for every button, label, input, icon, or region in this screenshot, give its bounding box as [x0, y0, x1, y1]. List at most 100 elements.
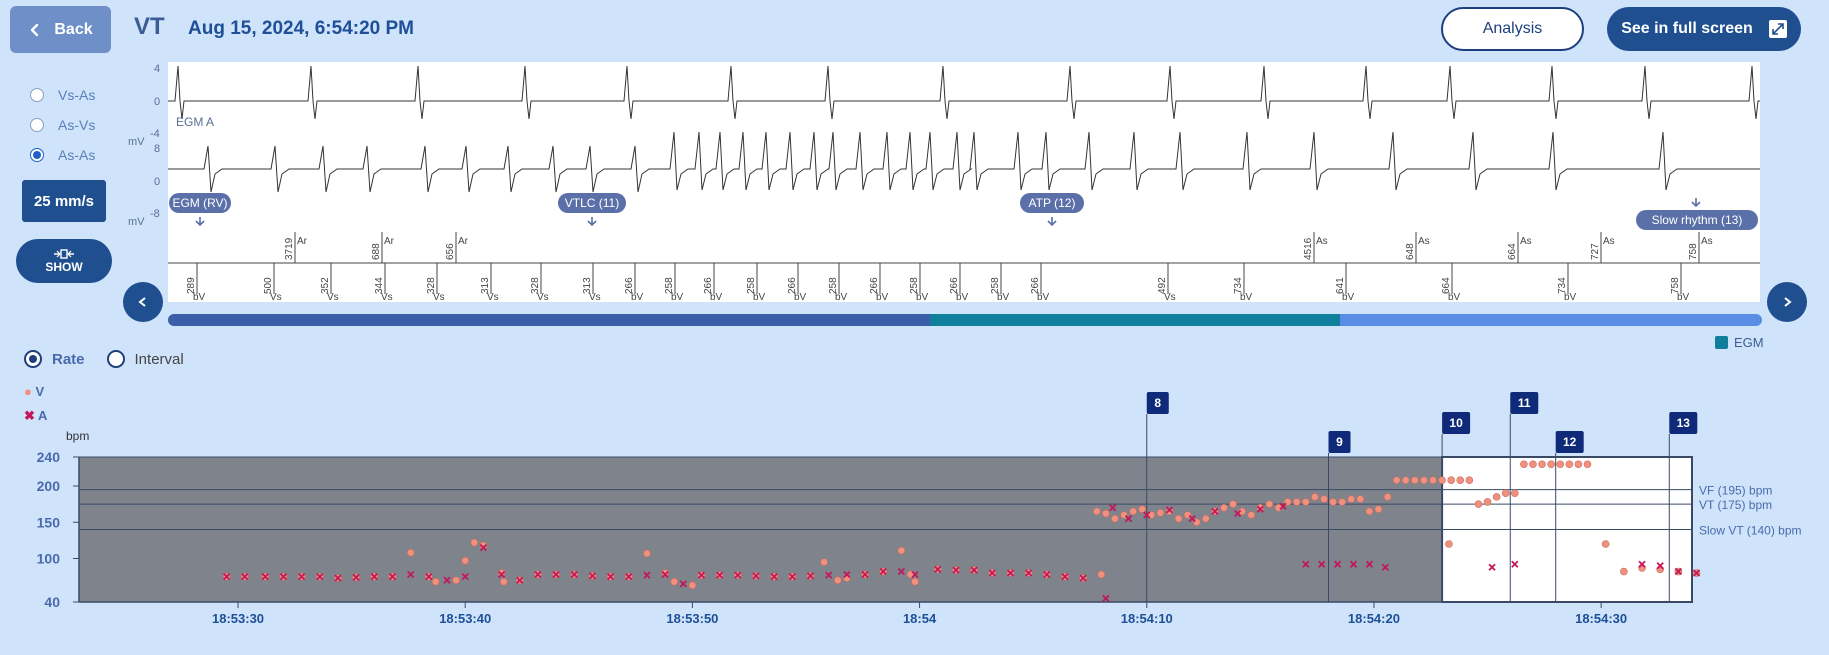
v-point: [1620, 567, 1628, 576]
v-point: [1202, 514, 1210, 523]
egm-panel[interactable]: EGM A Ar 3719 Ar 688 Ar 656 As 4516 As 648 As 664 As…: [168, 62, 1760, 303]
ventricular-marker-interval: 492: [1157, 277, 1168, 294]
v-point: [479, 541, 488, 550]
interval-option-vs-as[interactable]: Vs-As: [30, 80, 95, 110]
episode-marker-flag[interactable]: 8: [1146, 392, 1169, 414]
episode-marker-flag[interactable]: 12: [1555, 431, 1584, 453]
ventricular-marker-tag: Vs: [270, 292, 282, 302]
a-point: [479, 543, 488, 552]
v-point: [897, 546, 906, 555]
ventricular-marker-interval: 266: [1030, 277, 1041, 294]
a-point: [970, 566, 978, 574]
annotation-label: Slow rhythm (13): [1652, 213, 1743, 227]
v-point: [688, 581, 697, 590]
episode-marker-flag[interactable]: 10: [1442, 412, 1471, 434]
egm-annotation[interactable]: Slow rhythm (13): [1636, 198, 1758, 230]
atrial-marker-interval: 664: [1507, 243, 1518, 260]
egm-annotation[interactable]: ATP (12): [1020, 193, 1084, 227]
interval-option-label: Vs-As: [58, 87, 96, 103]
a-point: [443, 576, 451, 584]
timeline-segment-1[interactable]: [168, 314, 930, 326]
atrial-marker-interval: 688: [371, 243, 382, 260]
ventricular-marker-interval: 266: [869, 277, 880, 294]
timeline-segment-2[interactable]: [929, 314, 1340, 326]
interval-option-as-vs[interactable]: As-Vs: [30, 110, 95, 140]
fullscreen-button[interactable]: See in full screen: [1607, 7, 1801, 51]
ventricular-marker-tag: bV: [671, 292, 684, 302]
show-markers-label: SHOW: [45, 260, 83, 274]
sweep-speed-button[interactable]: 25 mm/s: [22, 180, 106, 222]
back-button[interactable]: Back: [10, 6, 111, 53]
v-point: [833, 576, 842, 585]
ventricular-marker-tag: bV: [710, 292, 723, 302]
ventricular-marker-tag: Vs: [589, 292, 601, 302]
a-point: [1006, 569, 1015, 577]
show-markers-button[interactable]: SHOW: [16, 239, 112, 283]
a-point: [988, 569, 996, 577]
v-point: [1329, 498, 1337, 506]
a-point: [911, 570, 919, 579]
episode-marker-flag[interactable]: 11: [1510, 392, 1539, 414]
ventricular-marker-interval: 641: [1335, 277, 1346, 294]
a-point: [716, 571, 724, 579]
a-point: [241, 572, 249, 581]
a-point: [606, 572, 615, 581]
egm-annotation[interactable]: EGM (RV): [169, 193, 231, 227]
ventricular-marker-tag: bV: [956, 292, 969, 302]
a-point: [1656, 562, 1664, 570]
episode-marker-flag[interactable]: 9: [1328, 431, 1351, 453]
atrial-marker-tag: As: [1520, 236, 1532, 247]
ventricular-marker-interval: 734: [1233, 277, 1244, 294]
timeline-legend: EGM: [1715, 335, 1764, 350]
next-button[interactable]: [1767, 282, 1807, 322]
ventricular-marker-tag: bV: [1564, 292, 1577, 302]
atrial-marker-tag: As: [1418, 236, 1430, 247]
ventricular-marker-tag: bV: [753, 292, 766, 302]
x-tick-label: 18:53:30: [212, 611, 264, 626]
ventricular-marker-tag: Vs: [537, 292, 549, 302]
arrow-down-icon: [195, 217, 205, 227]
v-point: [670, 577, 679, 586]
v-point: [1411, 476, 1419, 484]
a-point: [661, 570, 669, 579]
v-point: [1445, 540, 1453, 548]
threshold-label: VF (195) bpm: [1699, 484, 1772, 498]
ventricular-marker-interval: 266: [949, 277, 960, 294]
previous-button[interactable]: [123, 282, 163, 322]
ventricular-marker-tag: bV: [916, 292, 929, 302]
expand-icon: [1768, 20, 1787, 38]
rate-chart[interactable]: bpm 40 100 150 200 240 18:53:30 18:53:40 18:53:5…: [0, 380, 1829, 650]
v-point: [1129, 507, 1137, 516]
a-point: [570, 570, 578, 579]
egm-annotation[interactable]: VTLC (11): [558, 193, 626, 227]
a-point: [843, 570, 851, 579]
analysis-button[interactable]: Analysis: [1441, 7, 1584, 51]
interval-option-as-as[interactable]: As-As: [30, 140, 95, 170]
interval-label: Interval: [134, 350, 184, 368]
a-point: [788, 572, 796, 581]
v-point: [1501, 489, 1510, 498]
v-point: [1165, 507, 1174, 516]
a-point: [1024, 569, 1033, 577]
interval-radio[interactable]: [106, 350, 125, 368]
radio-checked-icon: [30, 148, 44, 162]
episode-marker-flag[interactable]: 13: [1669, 412, 1698, 434]
rate-radio[interactable]: [24, 350, 42, 368]
timeline-segment-3[interactable]: [1339, 314, 1762, 326]
a-point: [223, 572, 231, 581]
ventricular-marker-tag: bV: [1037, 292, 1050, 302]
a-point: [352, 573, 360, 581]
a-point: [1124, 514, 1133, 523]
atrial-marker-interval: 3719: [284, 237, 295, 260]
episode-timeline[interactable]: [168, 314, 1762, 326]
v-point: [1311, 493, 1319, 501]
v-point: [431, 577, 440, 586]
